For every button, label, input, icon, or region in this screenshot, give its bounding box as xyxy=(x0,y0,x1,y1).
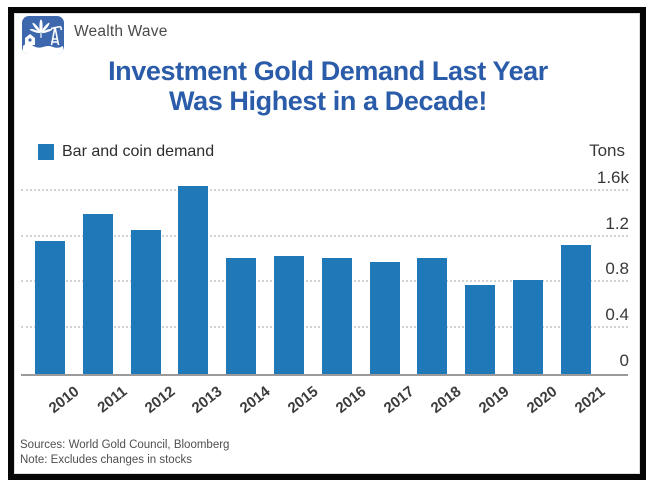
bar-2020 xyxy=(513,279,543,374)
x-tick-2014: 2014 xyxy=(236,383,274,417)
legend: Bar and coin demand xyxy=(38,143,214,161)
chart-frame xyxy=(8,7,646,480)
brand-name: Wealth Wave xyxy=(74,23,168,40)
bar-2013 xyxy=(178,185,209,374)
legend-swatch-icon xyxy=(38,144,54,160)
bar-2018 xyxy=(417,258,448,374)
sources-note: Sources: World Gold Council, Bloomberg xyxy=(20,439,230,451)
bar-2010 xyxy=(35,240,65,374)
bar-2011 xyxy=(82,213,113,374)
x-tick-2018: 2018 xyxy=(428,383,465,417)
bar-2015 xyxy=(274,255,304,374)
plot-area xyxy=(21,168,628,376)
x-tick-2019: 2019 xyxy=(475,383,513,417)
bar-2014 xyxy=(226,257,257,374)
legend-label: Bar and coin demand xyxy=(62,143,215,160)
x-tick-2020: 2020 xyxy=(523,383,561,417)
y-tick-0.4: 0.4 xyxy=(605,305,629,325)
x-tick-2011: 2011 xyxy=(94,383,131,417)
x-tick-2016: 2016 xyxy=(332,383,370,417)
x-tick-2015: 2015 xyxy=(284,383,322,417)
footer-notes: Sources: World Gold Council, Bloomberg N… xyxy=(20,438,229,468)
y-tick-0: 0 xyxy=(619,351,629,370)
bar-2021 xyxy=(560,244,591,374)
x-tick-2010: 2010 xyxy=(45,383,83,417)
y-tick-1.2: 1.2 xyxy=(605,213,629,233)
gridline-1.2 xyxy=(21,234,628,237)
chart-title-line1: Investment Gold Demand Last Year xyxy=(108,56,548,86)
chart-title-line2: Was Highest in a Decade! xyxy=(169,86,487,116)
bar-2019 xyxy=(465,285,496,374)
x-tick-2017: 2017 xyxy=(380,383,418,417)
stocks-note: Note: Excludes changes in stocks xyxy=(20,454,192,466)
y-axis-tick-labels: 1.6k 1.2 0.8 0.4 0 xyxy=(569,0,629,488)
bar-2012 xyxy=(130,230,161,374)
wealth-wave-logo-icon xyxy=(22,16,64,54)
gridline-1.6k xyxy=(21,188,628,191)
x-tick-2021: 2021 xyxy=(571,383,609,417)
x-tick-2013: 2013 xyxy=(189,383,226,417)
chart-title: Investment Gold Demand Last Year Was Hig… xyxy=(24,56,632,116)
y-tick-0.8: 0.8 xyxy=(605,259,629,279)
y-axis-unit-label: Tons xyxy=(589,141,625,160)
y-tick-1.6k: 1.6k xyxy=(596,167,629,187)
bar-2017 xyxy=(369,262,400,374)
bar-2016 xyxy=(321,258,352,374)
x-tick-2012: 2012 xyxy=(141,383,179,417)
